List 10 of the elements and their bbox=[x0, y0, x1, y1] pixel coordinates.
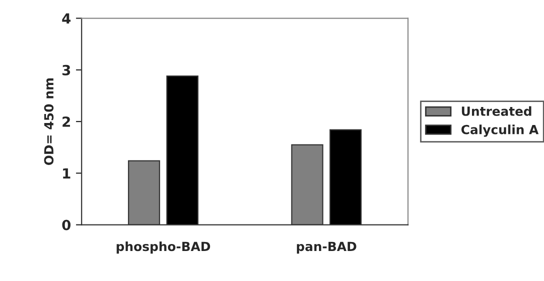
legend-label: Calyculin A bbox=[461, 124, 539, 137]
y-tick-label: 2 bbox=[62, 116, 70, 127]
y-tick-label: 3 bbox=[62, 64, 70, 76]
legend-label: Untreated bbox=[462, 106, 532, 116]
y-tick-label: 0 bbox=[62, 220, 71, 230]
y-tick-label: 1 bbox=[63, 168, 70, 178]
y-axis-title: OD= 450 nm bbox=[44, 78, 54, 166]
y-tick-label: 4 bbox=[62, 13, 71, 24]
x-tick-label: phospho-BAD bbox=[116, 241, 210, 254]
x-tick-label: pan-BAD bbox=[296, 242, 356, 254]
